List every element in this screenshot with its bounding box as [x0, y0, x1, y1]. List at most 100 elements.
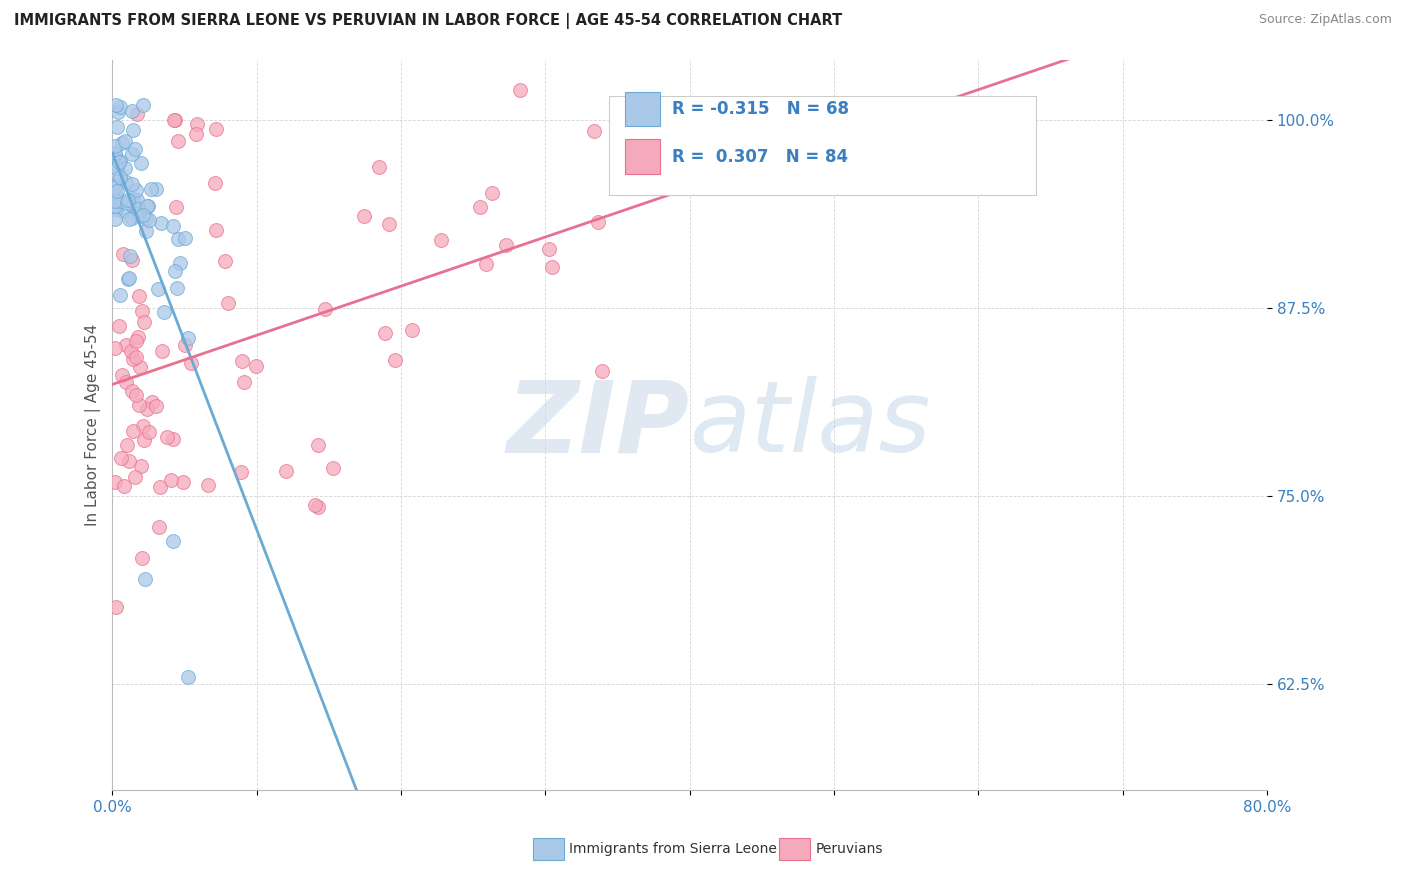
Point [105, 178, 128, 192]
Point [110, 153, 132, 168]
Point [129, 459, 152, 474]
Point [115, 338, 138, 352]
Point [162, 219, 184, 233]
Point [121, 211, 143, 225]
Point [138, 213, 160, 227]
Point [495, 237, 517, 252]
Point [111, 247, 134, 261]
Point [304, 498, 326, 512]
Point [197, 478, 219, 492]
Text: Immigrants from Sierra Leone: Immigrants from Sierra Leone [569, 842, 778, 856]
Point [124, 470, 146, 484]
Point [401, 323, 423, 337]
FancyBboxPatch shape [609, 96, 1036, 194]
Point [121, 177, 143, 191]
Point [136, 199, 159, 213]
Point [105, 161, 128, 176]
Point [105, 202, 128, 216]
Point [104, 194, 127, 209]
Point [122, 424, 145, 438]
Point [174, 338, 197, 352]
Text: Source: ZipAtlas.com: Source: ZipAtlas.com [1258, 13, 1392, 27]
Point [104, 97, 127, 112]
Point [121, 384, 143, 399]
Point [121, 253, 143, 268]
Point [135, 401, 157, 416]
Point [134, 434, 156, 448]
Point [470, 200, 492, 214]
Point [322, 460, 344, 475]
Point [162, 534, 184, 549]
Point [115, 375, 138, 389]
Point [111, 136, 134, 151]
Point [104, 146, 127, 161]
Point [232, 375, 254, 389]
Point [104, 475, 127, 489]
Point [384, 353, 406, 368]
Point [150, 216, 173, 230]
Point [118, 271, 141, 285]
Point [128, 208, 150, 222]
FancyBboxPatch shape [626, 139, 659, 174]
Point [114, 175, 136, 189]
Point [121, 352, 143, 367]
Text: IMMIGRANTS FROM SIERRA LEONE VS PERUVIAN IN LABOR FORCE | AGE 45-54 CORRELATION : IMMIGRANTS FROM SIERRA LEONE VS PERUVIAN… [14, 13, 842, 29]
Text: R =  0.307   N = 84: R = 0.307 N = 84 [672, 148, 849, 166]
Point [108, 100, 131, 114]
Point [118, 249, 141, 263]
Point [174, 231, 197, 245]
Text: R = -0.315   N = 68: R = -0.315 N = 68 [672, 100, 849, 119]
Point [156, 430, 179, 444]
Point [146, 282, 169, 296]
FancyBboxPatch shape [626, 92, 659, 126]
Point [110, 194, 132, 209]
Point [367, 160, 389, 174]
Point [131, 418, 153, 433]
Point [104, 139, 127, 153]
Point [121, 146, 143, 161]
Point [125, 183, 148, 197]
Point [125, 334, 148, 349]
Point [180, 356, 202, 370]
Point [591, 364, 613, 378]
Point [104, 212, 127, 227]
Text: atlas: atlas [690, 376, 931, 474]
Point [245, 359, 267, 374]
Point [160, 473, 183, 487]
Point [139, 182, 162, 196]
Point [128, 360, 150, 375]
Point [481, 186, 503, 201]
Point [145, 182, 167, 196]
Point [135, 224, 157, 238]
Point [118, 454, 141, 468]
Point [145, 399, 167, 413]
Point [165, 200, 187, 214]
Point [104, 147, 127, 161]
Point [115, 438, 138, 452]
Point [135, 211, 157, 226]
Point [430, 233, 453, 247]
Point [131, 97, 153, 112]
Point [131, 304, 153, 318]
Point [110, 450, 132, 465]
Point [136, 199, 159, 213]
Point [374, 326, 396, 340]
Y-axis label: In Labor Force | Age 45-54: In Labor Force | Age 45-54 [86, 324, 101, 526]
Point [541, 260, 564, 274]
Point [107, 104, 129, 119]
Point [105, 187, 128, 202]
Point [186, 117, 208, 131]
Point [149, 480, 172, 494]
Point [217, 295, 239, 310]
Point [117, 272, 139, 286]
Point [169, 256, 191, 270]
Point [148, 520, 170, 534]
Point [108, 154, 131, 169]
Point [177, 331, 200, 345]
Point [588, 215, 610, 229]
Point [205, 223, 228, 237]
Point [121, 123, 143, 137]
Point [141, 394, 163, 409]
Point [110, 170, 132, 185]
Point [124, 142, 146, 156]
